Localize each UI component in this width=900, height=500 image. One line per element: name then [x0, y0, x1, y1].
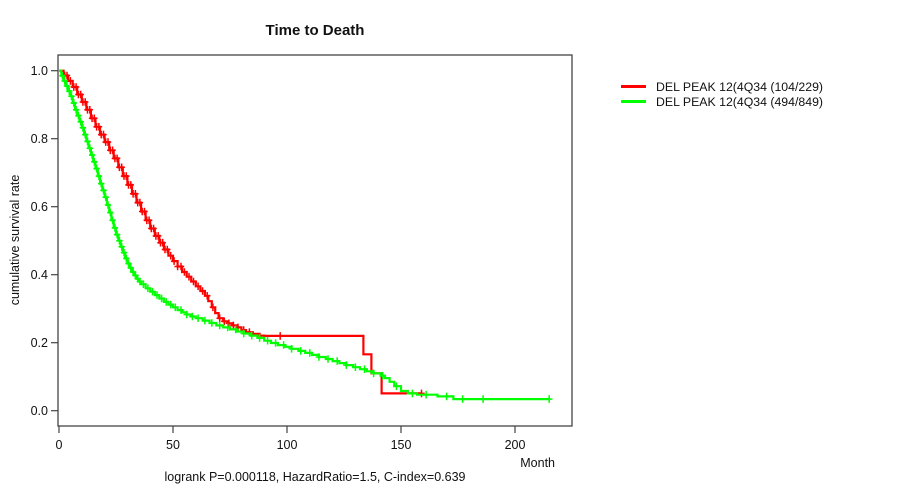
svg-text:0.0: 0.0 — [31, 404, 48, 418]
legend-line-swatch-green — [621, 100, 646, 103]
svg-text:0.4: 0.4 — [31, 268, 48, 282]
statistics-footer: logrank P=0.000118, HazardRatio=1.5, C-i… — [164, 470, 466, 484]
legend-item-group1: DEL PEAK 12(4Q34 (104/229) — [621, 79, 823, 94]
svg-text:0.6: 0.6 — [31, 200, 48, 214]
svg-text:50: 50 — [166, 438, 180, 452]
legend-line-swatch-red — [621, 85, 646, 88]
legend-label-group2: DEL PEAK 12(4Q34 (494/849) — [656, 94, 824, 109]
legend: DEL PEAK 12(4Q34 (104/229) DEL PEAK 12(4… — [621, 79, 823, 109]
legend-label-group1: DEL PEAK 12(4Q34 (104/229) — [656, 79, 824, 94]
svg-text:0: 0 — [56, 438, 63, 452]
svg-text:1.0: 1.0 — [31, 64, 48, 78]
chart-title: Time to Death — [265, 22, 365, 39]
legend-item-group2: DEL PEAK 12(4Q34 (494/849) — [621, 94, 823, 109]
svg-text:150: 150 — [391, 438, 412, 452]
svg-text:0.8: 0.8 — [31, 132, 48, 146]
svg-text:200: 200 — [505, 438, 526, 452]
svg-text:0.2: 0.2 — [31, 336, 48, 350]
x-axis-label: Month — [520, 456, 555, 470]
svg-text:100: 100 — [277, 438, 298, 452]
